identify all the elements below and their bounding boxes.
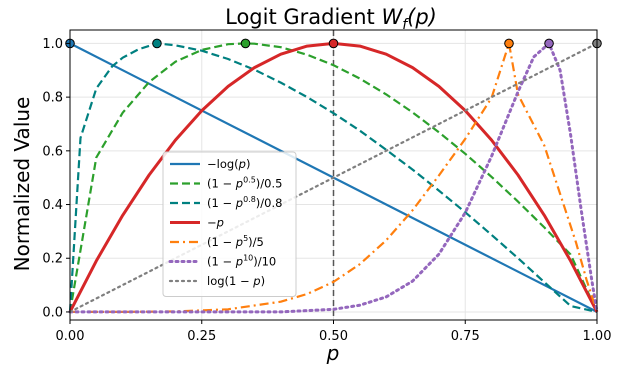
peak-marker-3 [328, 38, 339, 49]
legend-label-2: (1 − p0.8)/0.8 [207, 195, 282, 210]
y-tick-label: 0.8 [42, 91, 63, 106]
peak-marker-4 [504, 38, 514, 49]
chart-title-sub: f [402, 17, 409, 33]
x-tick-label: 0.00 [56, 329, 85, 344]
legend: −log(p) (1 − p0.5)/0.5 (1 − p0.8)/0.8 −p (1 … [162, 151, 297, 297]
series-line-1 [68, 42, 598, 313]
x-tick-label: 0.25 [187, 329, 216, 344]
series-line-6 [68, 42, 599, 313]
legend-label-5: (1 − p10)/10 [207, 254, 276, 269]
x-axis-title: p [326, 341, 340, 365]
y-tick-label: 1.0 [42, 37, 63, 52]
legend-label-0: −log(p) [207, 157, 250, 171]
chart-title: Logit Gradient Wf(p) [225, 5, 437, 33]
y-axis-title: Normalized Value [10, 97, 34, 272]
series-layer [68, 41, 599, 314]
x-tick-label: 1.00 [583, 329, 612, 344]
peak-marker-2 [152, 38, 162, 49]
y-tick-label: 0.2 [42, 252, 63, 267]
y-tick-label: 0.6 [42, 144, 63, 159]
peak-marker-5 [544, 38, 554, 49]
y-axis: 0.0 0.2 0.4 0.6 0.8 1.0 [42, 37, 70, 320]
peak-marker-1 [240, 38, 251, 49]
series-line-5 [68, 41, 599, 314]
chart-title-var: W [381, 5, 403, 29]
y-tick-label: 0.4 [42, 198, 63, 213]
legend-label-3: −p [207, 216, 224, 230]
x-axis: 0.00 0.25 0.50 0.75 1.00 [56, 320, 612, 344]
x-tick-label: 0.75 [451, 329, 480, 344]
y-tick-label: 0.0 [42, 305, 63, 320]
chart-title-main: Logit Gradient [225, 5, 381, 29]
x-tick-label: 0.50 [319, 329, 348, 344]
legend-label-6: log(1 − p) [207, 274, 265, 288]
chart-title-arg: (p) [407, 5, 437, 29]
legend-label-4: (1 − p5)/5 [207, 234, 264, 249]
legend-label-1: (1 − p0.5)/0.5 [207, 176, 282, 191]
series-line-2 [68, 42, 598, 313]
